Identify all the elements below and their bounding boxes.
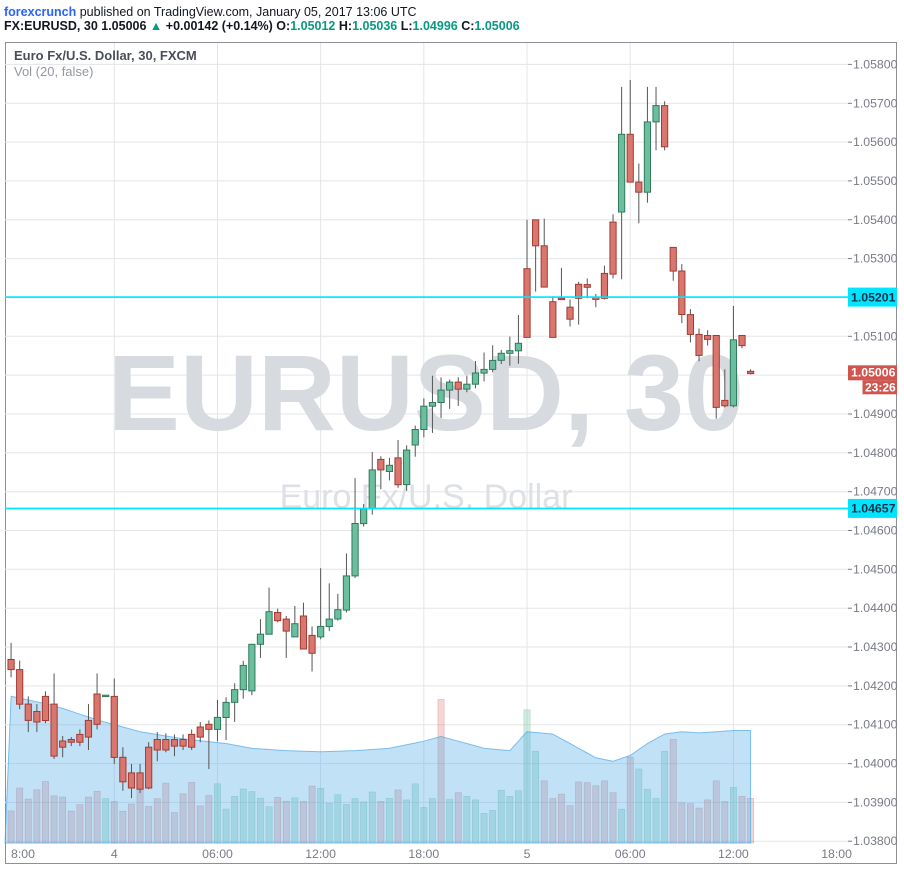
svg-text:1.05300: 1.05300 bbox=[853, 252, 898, 266]
svg-text:1.05100: 1.05100 bbox=[853, 329, 898, 343]
svg-text:1.05700: 1.05700 bbox=[853, 96, 898, 110]
svg-text:1.04657: 1.04657 bbox=[851, 502, 896, 516]
svg-text:1.03900: 1.03900 bbox=[853, 795, 898, 809]
svg-text:1.05201: 1.05201 bbox=[851, 290, 896, 304]
svg-text:8:00: 8:00 bbox=[11, 847, 35, 861]
svg-text:18:00: 18:00 bbox=[821, 847, 852, 861]
svg-text:1.04500: 1.04500 bbox=[853, 562, 898, 576]
svg-text:1.04200: 1.04200 bbox=[853, 679, 898, 693]
svg-text:1.05500: 1.05500 bbox=[853, 174, 898, 188]
svg-text:1.05800: 1.05800 bbox=[853, 57, 898, 71]
svg-text:5: 5 bbox=[524, 847, 531, 861]
svg-text:4: 4 bbox=[111, 847, 118, 861]
svg-text:1.04600: 1.04600 bbox=[853, 524, 898, 538]
svg-text:1.04000: 1.04000 bbox=[853, 757, 898, 771]
svg-text:1.04100: 1.04100 bbox=[853, 718, 898, 732]
svg-text:1.03800: 1.03800 bbox=[853, 834, 898, 848]
svg-text:12:00: 12:00 bbox=[718, 847, 749, 861]
svg-text:06:00: 06:00 bbox=[615, 847, 646, 861]
svg-text:1.05600: 1.05600 bbox=[853, 135, 898, 149]
svg-text:1.05400: 1.05400 bbox=[853, 213, 898, 227]
svg-text:1.04400: 1.04400 bbox=[853, 601, 898, 615]
svg-text:1.04800: 1.04800 bbox=[853, 446, 898, 460]
svg-text:EURUSD, 30: EURUSD, 30 bbox=[108, 332, 744, 453]
svg-text:1.04300: 1.04300 bbox=[853, 640, 898, 654]
svg-text:12:00: 12:00 bbox=[305, 847, 336, 861]
svg-text:Euro Fx/U.S. Dollar: Euro Fx/U.S. Dollar bbox=[280, 478, 573, 516]
svg-text:1.04900: 1.04900 bbox=[853, 407, 898, 421]
svg-text:23:26: 23:26 bbox=[865, 380, 896, 394]
svg-text:18:00: 18:00 bbox=[408, 847, 439, 861]
svg-text:06:00: 06:00 bbox=[202, 847, 233, 861]
svg-text:1.05006: 1.05006 bbox=[851, 366, 896, 380]
svg-text:1.04700: 1.04700 bbox=[853, 485, 898, 499]
